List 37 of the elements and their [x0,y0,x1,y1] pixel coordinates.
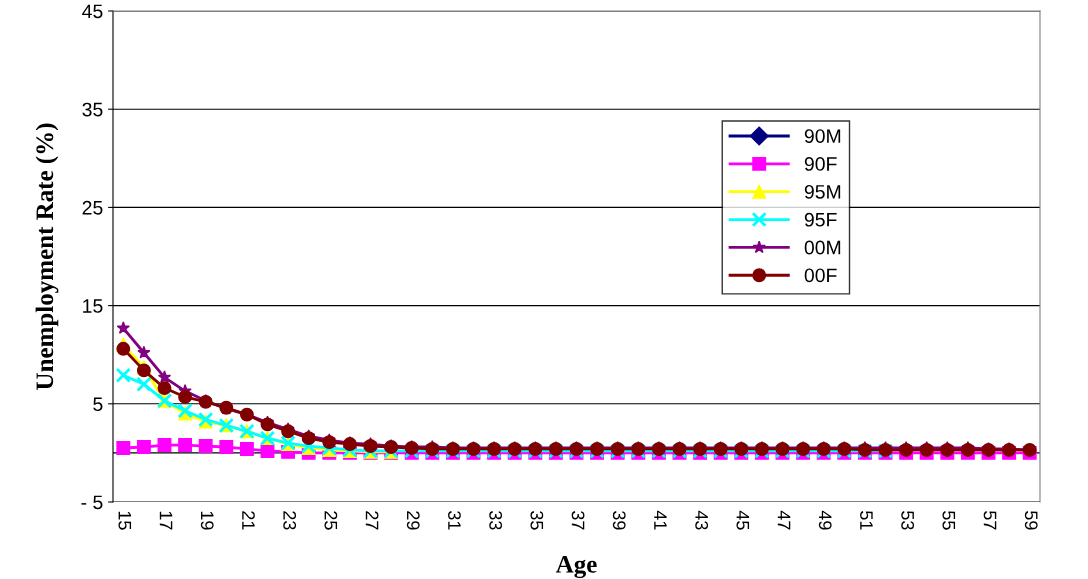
y-axis-title: Unemployment Rate (%) [35,123,59,390]
x-tick-label: 15 [118,511,132,530]
legend-label: 90M [804,129,841,143]
x-tick-label: 21 [242,511,255,530]
y-tick-label: 25 [82,200,103,215]
x-tick-label: 45 [736,510,750,530]
x-tick-label: 37 [571,511,585,530]
x-tick-label: 41 [654,510,667,530]
x-tick-label: 47 [777,510,791,530]
x-tick-label: 19 [200,511,214,530]
x-tick-label: 51 [860,511,873,530]
x-tick-label: 27 [365,511,379,530]
y-tick-label: 5 [93,397,103,412]
x-tick-label: 39 [612,511,626,530]
legend-label: 95M [804,184,841,199]
x-tick-label: 31 [448,511,461,530]
y-tick-label: 15 [83,299,103,313]
x-tick-label: 33 [489,511,503,530]
legend-label: 00F [804,268,837,283]
y-tick-label: 35 [82,102,103,117]
x-tick-label: 17 [159,511,173,530]
legend-label: 90F [804,157,837,171]
x-tick-label: 53 [901,511,915,530]
x-tick-label: 43 [695,510,709,530]
x-tick-label: 23 [283,511,297,530]
x-tick-label: 59 [1024,511,1038,530]
x-tick-label: 55 [942,511,956,530]
y-tick-label: - 5 [81,495,103,510]
y-tick-label: 45 [82,4,103,19]
x-axis-title: Age [555,556,597,579]
x-tick-label: 57 [983,511,997,530]
legend-label: 00M [804,240,841,255]
x-tick-label: 25 [324,511,338,530]
x-tick-label: 35 [530,511,544,530]
x-tick-label: 29 [406,511,420,530]
x-tick-label: 49 [818,510,832,530]
legend-label: 95F [804,212,837,227]
